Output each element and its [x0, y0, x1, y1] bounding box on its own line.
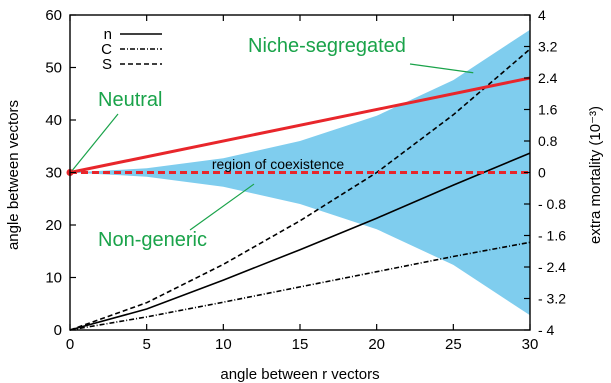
x-tick-label: 20 [368, 336, 385, 353]
legend-label-n: n [104, 26, 112, 43]
x-tick-label: 5 [142, 336, 150, 353]
series-line-3 [69, 76, 531, 174]
y2-tick-label: - 0.8 [538, 196, 566, 212]
y-tick-label: 20 [45, 217, 62, 234]
y2-tick-label: 0.8 [538, 133, 558, 149]
legend-label-s: S [102, 56, 112, 73]
y-tick-label: 50 [45, 60, 62, 77]
legend: nCS [101, 26, 162, 73]
y2-axis-label: extra mortality (10⁻³) [587, 106, 604, 244]
annotation-pointer-line [71, 113, 119, 171]
y-axis-label: angle between vectors [5, 100, 22, 250]
y2-tick-label: 0 [538, 165, 546, 181]
series-n-line [69, 152, 531, 331]
annotation-label: Non-generic [98, 229, 207, 251]
annotation-label: Neutral [98, 89, 162, 111]
y-tick-label: 30 [45, 165, 62, 182]
annotation-pointer-line [189, 183, 255, 231]
x-axis-label: angle between r vectors [220, 366, 379, 383]
x-tick-label: 0 [66, 336, 74, 353]
y2-tick-label: 4 [538, 7, 546, 23]
y2-tick-label: - 4 [538, 322, 555, 338]
series-s-line [69, 48, 531, 331]
y2-tick-label: 1.6 [538, 102, 558, 118]
x-tick-label: 30 [522, 336, 539, 353]
y-tick-label: 40 [45, 112, 62, 129]
x-tick-label: 25 [445, 336, 462, 353]
y2-tick-label: 2.4 [538, 70, 558, 86]
annotations: Niche-segregated Neutral Non-generic region… [71, 35, 474, 251]
y-tick-label: 10 [45, 270, 62, 287]
y2-tick-label: - 3.2 [538, 291, 566, 307]
y-tick-label: 0 [54, 322, 62, 339]
annotation-label: region of coexistence [212, 156, 345, 172]
x-tick-label: 10 [215, 336, 232, 353]
x-tick-label: 15 [292, 336, 309, 353]
y-tick-label: 60 [45, 7, 62, 24]
annotation-pointer-line [409, 63, 474, 74]
legend-label-c: C [101, 41, 112, 58]
annotation-label: Niche-segregated [248, 35, 406, 57]
series-c-line [69, 241, 531, 331]
y2-tick-label: 3.2 [538, 39, 558, 55]
y2-tick-label: - 2.4 [538, 259, 566, 275]
y2-tick-label: - 1.6 [538, 228, 566, 244]
series-layer [66, 48, 531, 331]
